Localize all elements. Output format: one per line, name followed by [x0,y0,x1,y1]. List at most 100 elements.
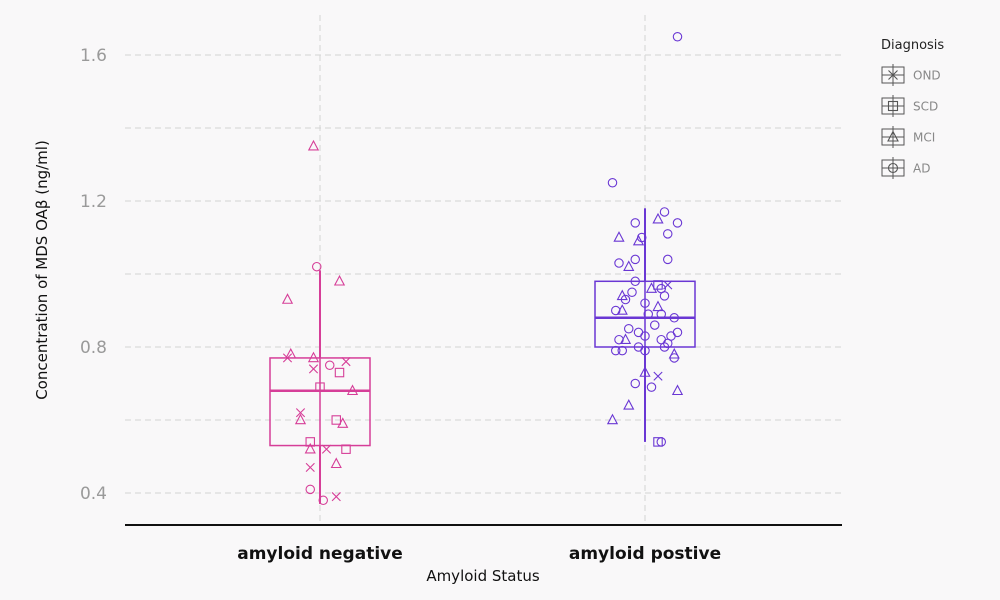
data-point-mci [652,300,664,312]
data-point-mci [294,413,307,425]
data-point-mci [333,274,346,286]
data-point-mci [671,384,684,396]
data-point-ad [640,298,650,308]
legend-label: OND [913,69,941,83]
data-point-scd [653,437,663,447]
data-point-ad [305,484,315,495]
data-point-ad [610,305,621,316]
y-tick-label: 0.4 [80,484,107,504]
y-tick-label: 1.2 [80,192,107,212]
data-point-mci [281,293,294,304]
legend-marker-triangle-icon [887,130,899,142]
data-point-ad [627,287,637,297]
data-point-ad [640,331,650,341]
legend-item-scd: SCD [881,95,938,117]
x-category-label: amyloid negative [237,544,403,564]
legend-label: MCI [913,131,935,145]
data-point-ad [620,294,631,305]
data-point-ad [630,254,640,265]
data-point-mci [285,347,297,359]
data-point-ad [659,342,670,352]
data-point-ad [659,207,670,217]
data-point-ond [282,353,293,363]
data-point-scd [331,415,341,425]
data-point-ad [662,229,673,239]
legend-item-ond: OND [881,64,941,86]
data-point-ad [669,353,679,363]
data-point-scd [341,444,351,454]
y-tick-label: 0.8 [80,338,107,358]
data-point-ad [311,261,322,272]
x-category-label: amyloid postive [569,544,721,564]
data-point-ond [331,492,341,502]
data-point-scd [334,367,345,378]
legend-marker-square-icon [887,100,899,112]
data-point-ad [656,437,666,447]
data-point-ad [623,323,634,334]
legend-marker-x-icon [888,70,898,80]
data-point-ad [607,178,618,188]
legend-item-mci: MCI [881,126,935,148]
data-point-ad [614,258,624,268]
y-tick-label: 1.6 [80,46,107,66]
data-point-mci [619,333,632,344]
data-point-mci [632,234,645,246]
data-point-ad [324,360,335,370]
data-points [281,31,684,506]
data-point-mci [645,282,658,293]
legend-title: Diagnosis [881,38,944,53]
data-point-ad [669,313,679,323]
data-point-ad [672,327,683,338]
data-point-ad [649,320,660,330]
data-point-mci [623,399,635,410]
data-point-mci [307,351,320,363]
data-point-ad [633,327,644,338]
data-point-ad [640,345,650,356]
legend: Diagnosis OND SCD MCI AD [881,38,944,179]
data-point-mci [616,304,628,315]
data-point-ond [305,462,315,473]
data-point-ad [610,345,621,356]
data-point-ond [308,364,319,374]
y-axis-title: Concentration of MDS OAβ (ng/ml) [33,140,51,400]
data-point-mci [330,457,342,469]
data-point-mci [613,231,625,242]
data-point-ad [318,495,328,506]
box-plots [269,208,696,504]
data-point-ad [672,218,683,228]
data-point-ad [617,345,627,356]
data-point-scd [305,437,315,447]
data-point-mci [652,212,664,224]
data-point-ad [630,276,640,287]
data-point-ad [656,309,666,319]
data-point-ond [321,444,332,454]
data-point-scd [315,382,325,392]
legend-label: SCD [913,100,938,114]
legend-label: AD [913,162,930,176]
legend-item-ad: AD [881,157,930,179]
data-point-ad [659,291,670,301]
data-point-ad [643,309,653,319]
data-point-ad [662,254,673,265]
data-point-mci [639,366,651,377]
data-point-mci [337,417,349,428]
data-point-mci [668,347,680,359]
data-point-ad [630,218,640,228]
data-point-ad [672,31,683,42]
data-point-mci [623,260,635,271]
gridlines [125,15,842,525]
data-point-ond [295,408,306,418]
data-point-ond [341,357,351,367]
data-point-mci [346,384,359,396]
data-point-ond [653,371,663,381]
data-point-ad [614,334,624,345]
data-point-mci [606,413,619,425]
axes: 0.4 0.8 1.2 1.6 amyloid negative amyloid post… [33,46,842,585]
data-point-mci [304,442,316,454]
x-axis-title: Amyloid Status [426,567,540,585]
data-point-mci [307,139,320,151]
data-point-ad [630,378,640,389]
legend-marker-circle-icon [887,162,899,174]
